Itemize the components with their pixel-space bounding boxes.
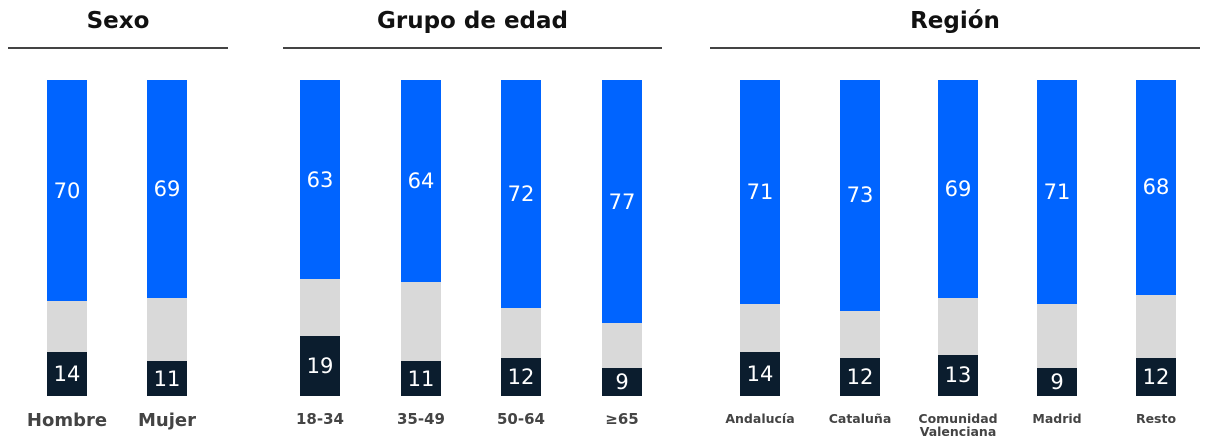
category-label: 50-64 — [497, 410, 545, 428]
value-label: 63 — [306, 167, 334, 192]
bar-segment — [501, 358, 541, 396]
bar-segment — [401, 282, 441, 362]
value-label: 12 — [846, 365, 874, 390]
bar-segment — [938, 354, 978, 396]
value-label: 64 — [407, 169, 435, 194]
value-label: 11 — [407, 366, 435, 391]
bar-segment — [740, 351, 780, 396]
bar-segment — [147, 80, 187, 299]
category-label: Andalucía — [725, 411, 795, 426]
bar-segment — [1037, 304, 1077, 368]
title-underline — [283, 47, 662, 49]
value-label: 71 — [1043, 180, 1071, 205]
bar-segment — [840, 358, 880, 396]
category-label: Madrid — [1032, 411, 1082, 426]
value-label: 72 — [507, 181, 535, 206]
category-label: Mujer — [138, 410, 196, 431]
bar-segment — [1037, 80, 1077, 305]
category-label: 18-34 — [296, 410, 344, 428]
bar-segment — [47, 301, 87, 352]
title-underline — [710, 47, 1200, 49]
value-label: 69 — [944, 177, 972, 202]
bar-segment — [840, 310, 880, 359]
bar-segment — [740, 80, 780, 305]
category-label: Resto — [1135, 411, 1177, 426]
bar-segment — [602, 323, 642, 368]
chart-title: Grupo de edad — [377, 8, 568, 34]
bar-segment — [300, 80, 340, 280]
bar-segment — [1037, 367, 1077, 396]
category-label: 35-49 — [397, 410, 445, 428]
value-label: 77 — [608, 189, 636, 214]
value-label: 14 — [53, 361, 81, 386]
bar-segment — [47, 351, 87, 396]
value-label: 14 — [746, 361, 774, 386]
bar-segment — [840, 80, 880, 311]
category-label: Hombre — [26, 410, 108, 431]
value-label: 70 — [53, 178, 81, 203]
value-label: 12 — [1142, 365, 1170, 390]
value-label: 73 — [846, 183, 874, 208]
bar-segment — [401, 80, 441, 283]
category-label: Comunidad Valenciana — [918, 411, 998, 440]
value-label: 9 — [1050, 369, 1064, 394]
chart-title: Región — [910, 8, 1000, 34]
bar-segment — [501, 80, 541, 308]
bar-segment — [501, 307, 541, 359]
value-label: 12 — [507, 365, 535, 390]
category-label: ≥65 — [605, 410, 639, 428]
value-label: 69 — [153, 177, 181, 202]
bar-segment — [147, 298, 187, 362]
bar-segment — [147, 361, 187, 396]
value-label: 68 — [1142, 175, 1170, 200]
value-label: 11 — [153, 366, 181, 391]
bar-segment — [300, 279, 340, 336]
bar-segment — [740, 304, 780, 352]
bar-segment — [602, 80, 642, 324]
bar-segment — [1136, 80, 1176, 295]
value-label: 13 — [944, 363, 972, 388]
value-label: 71 — [746, 180, 774, 205]
title-underline — [8, 47, 228, 49]
bar-segment — [401, 361, 441, 396]
bar-segment — [47, 80, 87, 302]
bar-segment — [300, 335, 340, 396]
bar-segment — [938, 80, 978, 299]
bar-segment — [602, 367, 642, 396]
bar-segment — [938, 298, 978, 355]
category-label: Cataluña — [828, 411, 892, 426]
bar-segment — [1136, 358, 1176, 396]
chart-title: Sexo — [86, 8, 150, 34]
value-label: 9 — [615, 369, 629, 394]
value-label: 19 — [306, 353, 334, 378]
bar-segment — [1136, 294, 1176, 359]
